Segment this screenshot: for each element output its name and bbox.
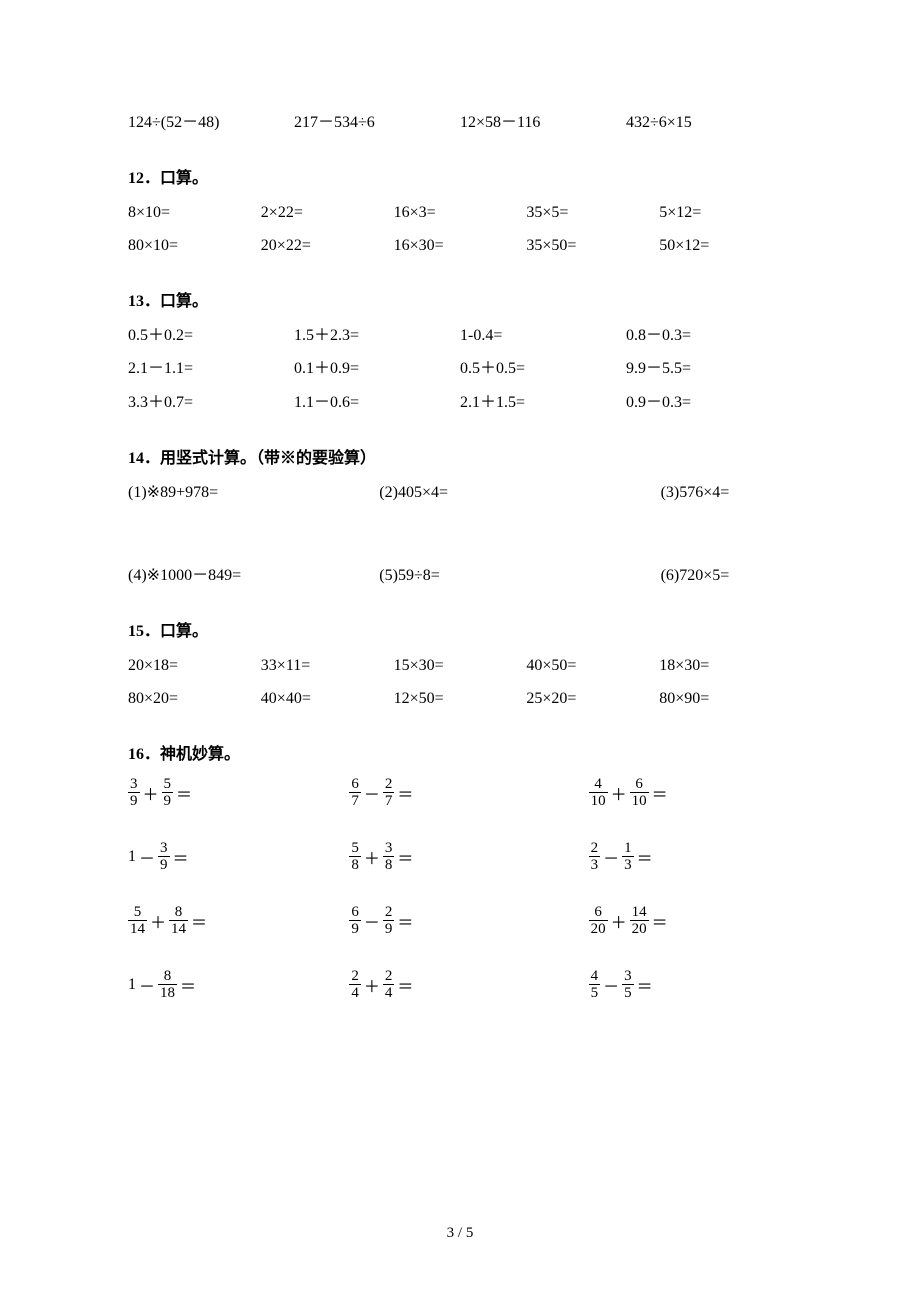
expression: 25×20= bbox=[526, 686, 659, 712]
expression: 1-0.4= bbox=[460, 323, 626, 349]
expression: 80×90= bbox=[659, 686, 792, 712]
expression-row: 3.3＋0.7=1.1－0.6=2.1＋1.5=0.9－0.3= bbox=[128, 390, 792, 416]
expression: 50×12= bbox=[659, 233, 792, 259]
fraction-expression: 23－13＝ bbox=[553, 840, 792, 874]
expression: 12×50= bbox=[394, 686, 527, 712]
fraction-expression: 39＋59＝ bbox=[128, 776, 331, 810]
fraction-row: 1－39＝58＋38＝23－13＝ bbox=[128, 840, 792, 874]
section-12-rows: 8×10=2×22=16×3=35×5=5×12= 80×10=20×22=16×… bbox=[128, 200, 792, 259]
expression-row: (1)※89+978= (2)405×4= (3)576×4= bbox=[128, 480, 792, 506]
expression: 80×20= bbox=[128, 686, 261, 712]
section-heading-12: 12．口算。 bbox=[128, 164, 792, 188]
expression: 2.1－1.1= bbox=[128, 356, 294, 382]
expression: (2)405×4= bbox=[349, 480, 600, 506]
fraction-expression: 45－35＝ bbox=[553, 968, 792, 1002]
fraction-expression: 514＋814＝ bbox=[128, 904, 331, 938]
expression: 0.5＋0.2= bbox=[128, 323, 294, 349]
fraction-expression: 410＋610＝ bbox=[553, 776, 792, 810]
expression: 9.9－5.5= bbox=[626, 356, 792, 382]
section-13-rows: 0.5＋0.2=1.5＋2.3=1-0.4=0.8－0.3=2.1－1.1=0.… bbox=[128, 323, 792, 416]
expression: 217－534÷6 bbox=[294, 110, 460, 136]
expression-row: 0.5＋0.2=1.5＋2.3=1-0.4=0.8－0.3= bbox=[128, 323, 792, 349]
fraction-row: 514＋814＝69－29＝620＋1420＝ bbox=[128, 904, 792, 938]
fraction-expression: 24＋24＝ bbox=[331, 968, 552, 1002]
expression: 0.5＋0.5= bbox=[460, 356, 626, 382]
fraction-expression: 1－818＝ bbox=[128, 968, 331, 1002]
expression: 432÷6×15 bbox=[626, 110, 792, 136]
expression: 40×50= bbox=[526, 653, 659, 679]
expression: 3.3＋0.7= bbox=[128, 390, 294, 416]
expression-row: 124÷(52－48) 217－534÷6 12×58－116 432÷6×15 bbox=[128, 110, 792, 136]
expression: 0.8－0.3= bbox=[626, 323, 792, 349]
fraction-expression: 58＋38＝ bbox=[331, 840, 552, 874]
section-16-rows: 39＋59＝67－27＝410＋610＝ 1－39＝58＋38＝23－13＝ 514… bbox=[128, 776, 792, 1002]
fraction-expression: 67－27＝ bbox=[331, 776, 552, 810]
expression: (1)※89+978= bbox=[128, 480, 349, 506]
expression: 35×50= bbox=[526, 233, 659, 259]
section-15-rows: 20×18=33×11=15×30=40×50=18×30= 80×20=40×4… bbox=[128, 653, 792, 712]
fraction-row: 1－818＝24＋24＝45－35＝ bbox=[128, 968, 792, 1002]
expression: 2.1＋1.5= bbox=[460, 390, 626, 416]
fraction-expression: 1－39＝ bbox=[128, 840, 331, 874]
expression: 124÷(52－48) bbox=[128, 110, 294, 136]
section-heading-14: 14．用竖式计算。（带※的要验算） bbox=[128, 444, 792, 468]
expression-row: 8×10=2×22=16×3=35×5=5×12= bbox=[128, 200, 792, 226]
expression: 0.1＋0.9= bbox=[294, 356, 460, 382]
fraction-expression: 69－29＝ bbox=[331, 904, 552, 938]
expression-row: (4)※1000－849= (5)59÷8= (6)720×5= bbox=[128, 563, 792, 589]
expression: 18×30= bbox=[659, 653, 792, 679]
expression: 15×30= bbox=[394, 653, 527, 679]
expression: 16×30= bbox=[394, 233, 527, 259]
fraction-row: 39＋59＝67－27＝410＋610＝ bbox=[128, 776, 792, 810]
expression: 1.1－0.6= bbox=[294, 390, 460, 416]
expression: 0.9－0.3= bbox=[626, 390, 792, 416]
expression: 40×40= bbox=[261, 686, 394, 712]
expression: (3)576×4= bbox=[601, 480, 882, 506]
page-number: 3 / 5 bbox=[0, 1225, 920, 1242]
section-heading-16: 16．神机妙算。 bbox=[128, 740, 792, 764]
expression-row: 20×18=33×11=15×30=40×50=18×30= bbox=[128, 653, 792, 679]
section-heading-15: 15．口算。 bbox=[128, 617, 792, 641]
expression: 20×22= bbox=[261, 233, 394, 259]
expression: 35×5= bbox=[526, 200, 659, 226]
expression: (4)※1000－849= bbox=[128, 563, 349, 589]
expression-row: 80×20=40×40=12×50=25×20=80×90= bbox=[128, 686, 792, 712]
expression: 16×3= bbox=[394, 200, 527, 226]
fraction-expression: 620＋1420＝ bbox=[553, 904, 792, 938]
expression: (5)59÷8= bbox=[349, 563, 600, 589]
expression-row: 80×10=20×22=16×30=35×50=50×12= bbox=[128, 233, 792, 259]
expression: 1.5＋2.3= bbox=[294, 323, 460, 349]
expression: 2×22= bbox=[261, 200, 394, 226]
document-page: 124÷(52－48) 217－534÷6 12×58－116 432÷6×15… bbox=[0, 0, 920, 1302]
expression: (6)720×5= bbox=[601, 563, 882, 589]
expression: 12×58－116 bbox=[460, 110, 626, 136]
expression: 33×11= bbox=[261, 653, 394, 679]
expression: 80×10= bbox=[128, 233, 261, 259]
expression: 5×12= bbox=[659, 200, 792, 226]
expression: 8×10= bbox=[128, 200, 261, 226]
expression: 20×18= bbox=[128, 653, 261, 679]
section-heading-13: 13．口算。 bbox=[128, 287, 792, 311]
expression-row: 2.1－1.1=0.1＋0.9=0.5＋0.5=9.9－5.5= bbox=[128, 356, 792, 382]
